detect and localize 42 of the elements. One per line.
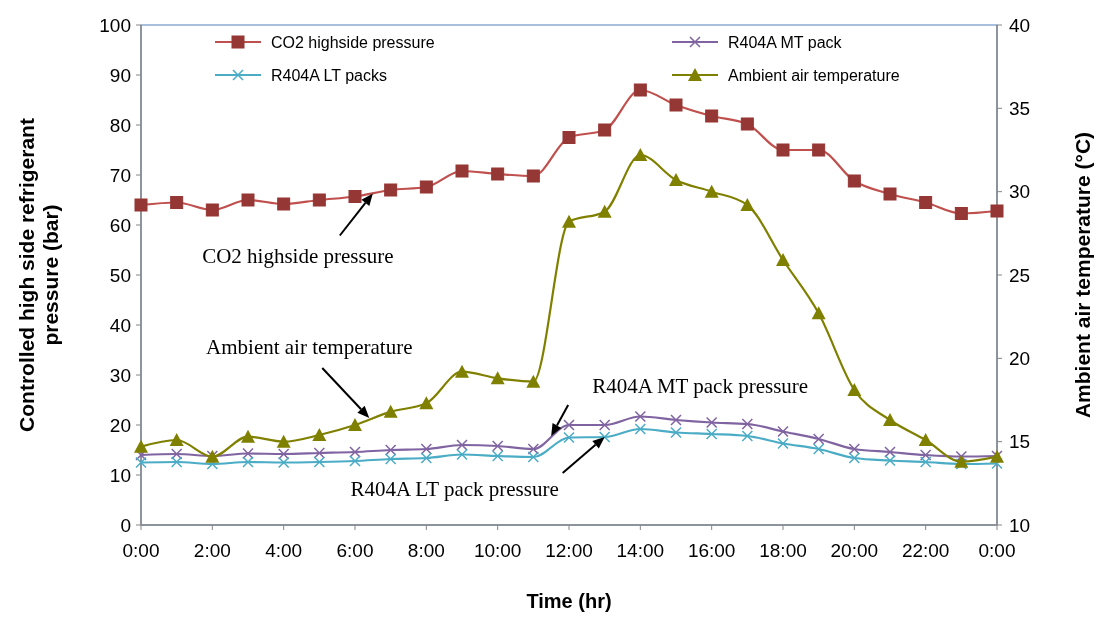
x-tick-label: 22:00 <box>901 540 950 561</box>
y-tick-label: 90 <box>109 64 131 86</box>
legend-label: R404A MT pack <box>728 33 843 51</box>
y-axis-title: Controlled high side refrigerant pressure (bar) <box>14 118 62 432</box>
x-tick-label: 10:00 <box>473 540 522 561</box>
y2-tick-label: 35 <box>1009 97 1031 119</box>
legend-label: CO2 highside pressure <box>271 33 435 51</box>
y-tick-label: 70 <box>109 164 131 186</box>
y2-axis-title: Ambient air temperature (°C) <box>1071 131 1094 419</box>
y2-tick-label: 15 <box>1009 431 1031 453</box>
y2-tick-label: 25 <box>1009 264 1031 286</box>
y2-tick-label: 30 <box>1009 181 1031 203</box>
x-tick-label: 20:00 <box>830 540 879 561</box>
x-tick-label: 8:00 <box>407 540 445 561</box>
y-tick-label: 50 <box>109 264 131 286</box>
y-tick-label: 30 <box>109 364 131 386</box>
y-tick-label: 20 <box>109 414 131 436</box>
legend-label: R404A LT packs <box>271 66 387 84</box>
annotation: R404A MT pack pressure <box>592 374 809 399</box>
x-tick-label: 0:00 <box>978 540 1016 561</box>
annotation: Ambient air temperature <box>206 335 413 360</box>
x-tick-label: 4:00 <box>265 540 303 561</box>
y-tick-label: 80 <box>109 114 131 136</box>
y-tick-label: 100 <box>99 14 131 36</box>
y2-tick-label: 10 <box>1009 514 1031 536</box>
x-tick-label: 16:00 <box>687 540 736 561</box>
x-tick-label: 12:00 <box>545 540 593 561</box>
x-tick-label: 2:00 <box>193 540 231 561</box>
x-tick-label: 18:00 <box>759 540 807 561</box>
x-axis-title: Time (hr) <box>526 590 612 612</box>
x-tick-label: 0:00 <box>122 540 160 561</box>
x-tick-label: 14:00 <box>616 540 665 561</box>
annotation: R404A LT pack pressure <box>350 477 559 502</box>
y-tick-label: 40 <box>109 314 131 336</box>
annotation: CO2 highside pressure <box>202 243 394 268</box>
y-tick-label: 60 <box>109 214 131 236</box>
y2-tick-label: 20 <box>1009 347 1031 369</box>
y2-tick-label: 40 <box>1009 14 1031 36</box>
legend-label: Ambient air temperature <box>728 66 900 84</box>
y-tick-label: 10 <box>109 464 131 486</box>
x-tick-label: 6:00 <box>336 540 374 561</box>
y-tick-label: 0 <box>120 514 131 536</box>
